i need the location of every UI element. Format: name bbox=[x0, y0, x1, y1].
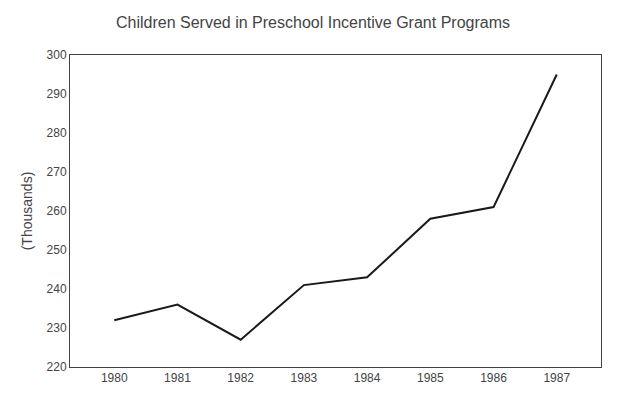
svg-text:1981: 1981 bbox=[164, 371, 191, 385]
svg-text:1986: 1986 bbox=[480, 371, 507, 385]
svg-text:250: 250 bbox=[47, 243, 67, 257]
svg-text:1983: 1983 bbox=[291, 371, 318, 385]
svg-text:230: 230 bbox=[47, 321, 67, 335]
svg-text:290: 290 bbox=[47, 87, 67, 101]
svg-text:1985: 1985 bbox=[417, 371, 444, 385]
svg-text:260: 260 bbox=[47, 204, 67, 218]
svg-text:1982: 1982 bbox=[227, 371, 254, 385]
svg-text:1980: 1980 bbox=[101, 371, 128, 385]
svg-text:220: 220 bbox=[47, 360, 67, 374]
svg-text:(Thousands): (Thousands) bbox=[19, 172, 35, 251]
svg-text:240: 240 bbox=[47, 282, 67, 296]
svg-text:300: 300 bbox=[47, 48, 67, 62]
svg-text:1984: 1984 bbox=[354, 371, 381, 385]
svg-text:Children Served in Preschool I: Children Served in Preschool Incentive G… bbox=[116, 14, 510, 31]
svg-text:270: 270 bbox=[47, 165, 67, 179]
svg-text:280: 280 bbox=[47, 126, 67, 140]
svg-text:1987: 1987 bbox=[543, 371, 570, 385]
